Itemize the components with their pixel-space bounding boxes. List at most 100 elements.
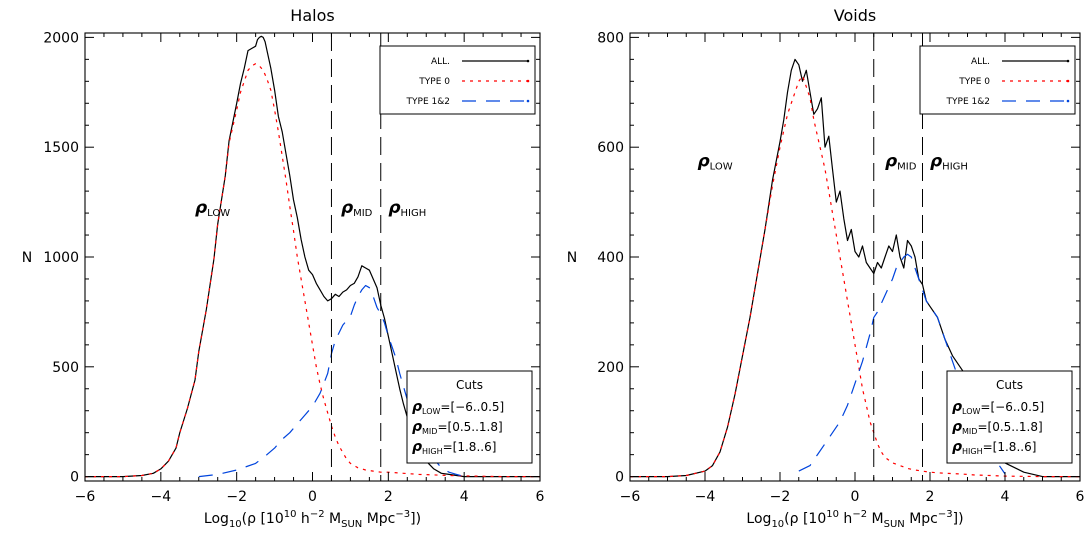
region-label-mid: ρMID: [341, 198, 373, 219]
region-label-sub: HIGH: [942, 161, 968, 172]
cuts-row-high: ρHIGH=[1.8..6]: [952, 439, 1036, 456]
x-label-part: M: [325, 511, 342, 527]
x-label-sub: 10: [771, 519, 784, 530]
region-label-symbol: ρ: [341, 198, 353, 218]
x-tick-label: 2: [384, 489, 393, 505]
x-label-part: Mpc: [362, 511, 395, 527]
cuts-row-value: =[−6..0.5]: [440, 400, 504, 414]
legend-swatch-marker: [526, 79, 530, 83]
x-tick-label: 2: [926, 489, 935, 505]
x-tick-label: −2: [226, 489, 247, 505]
region-label-mid: ρMID: [885, 151, 917, 172]
cuts-row-symbol: ρ: [412, 399, 422, 415]
y-axis-label: N: [22, 250, 32, 266]
y-tick-label: 0: [615, 470, 624, 486]
x-label-part: Log: [746, 511, 771, 527]
cuts-row-symbol: ρ: [952, 399, 962, 415]
cuts-row-value: =[0.5..1.8]: [977, 420, 1042, 434]
legend: ALL. TYPE 0 TYPE 1&2: [379, 45, 536, 115]
legend-box: [919, 45, 1076, 115]
cuts-row-value: =[−6..0.5]: [980, 400, 1044, 414]
cuts-row-sub: HIGH: [962, 447, 983, 456]
cuts-row-value: =[1.8..6]: [983, 440, 1037, 454]
x-label-sup: −2: [852, 509, 867, 520]
cuts-row-value: =[0.5..1.8]: [437, 420, 502, 434]
x-tick-label: −2: [770, 489, 791, 505]
x-label-sup: 10: [284, 509, 297, 520]
region-label-low: ρLOW: [698, 151, 733, 172]
x-label-part: M: [867, 511, 884, 527]
cuts-row-sub: LOW: [422, 407, 440, 416]
x-tick-label: 0: [851, 489, 860, 505]
cuts-box: CutsρLOW=[−6..0.5]ρMID=[0.5..1.8]ρHIGH=[…: [406, 370, 533, 464]
series-line-type-0: [630, 75, 1080, 478]
x-tick-label: 0: [308, 489, 317, 505]
legend-label: TYPE 1&2: [946, 97, 990, 107]
region-label-high: ρHIGH: [388, 198, 426, 219]
region-label-sub: MID: [897, 161, 917, 172]
x-label-sup: −3: [938, 509, 953, 520]
legend-label: ALL.: [431, 57, 450, 67]
cuts-row-low: ρLOW=[−6..0.5]: [412, 399, 504, 416]
x-label-part: Log: [204, 511, 229, 527]
x-label-sub: SUN: [884, 519, 905, 530]
cuts-row-high: ρHIGH=[1.8..6]: [412, 439, 496, 456]
x-label-sup: −3: [395, 509, 410, 520]
y-tick-label: 0: [70, 470, 79, 486]
region-label-sub: LOW: [207, 208, 230, 219]
cuts-box: CutsρLOW=[−6..0.5]ρMID=[0.5..1.8]ρHIGH=[…: [946, 370, 1073, 464]
region-label-symbol: ρ: [698, 151, 710, 171]
x-label-part: ]): [410, 511, 421, 527]
x-label-part: h: [839, 511, 852, 527]
y-axis-label: N: [567, 250, 577, 266]
x-label-sup: 10: [826, 509, 839, 520]
cuts-row-sub: LOW: [962, 407, 980, 416]
x-tick-label: 6: [1076, 489, 1085, 505]
legend-label: TYPE 0: [958, 77, 990, 87]
cuts-row-symbol: ρ: [952, 419, 962, 435]
legend-box: [379, 45, 536, 115]
legend-label: TYPE 1&2: [406, 97, 450, 107]
chart-title: Voids: [834, 6, 876, 25]
cuts-row-low: ρLOW=[−6..0.5]: [952, 399, 1044, 416]
y-tick-label: 2000: [43, 30, 79, 46]
legend-swatch-marker: [1066, 99, 1070, 103]
cuts-row-sub: MID: [422, 427, 437, 436]
x-label-sub: SUN: [341, 519, 362, 530]
legend-swatch-marker: [526, 99, 530, 103]
y-tick-label: 400: [597, 250, 624, 266]
y-tick-label: 1500: [43, 140, 79, 156]
cuts-row-mid: ρMID=[0.5..1.8]: [412, 419, 503, 436]
x-label-sub: 10: [229, 519, 242, 530]
x-label-part: ]): [953, 511, 964, 527]
x-label-part: (ρ [10: [242, 511, 284, 527]
region-label-sub: HIGH: [401, 208, 427, 219]
cuts-row-mid: ρMID=[0.5..1.8]: [952, 419, 1043, 436]
cuts-row-symbol: ρ: [952, 439, 962, 455]
legend: ALL. TYPE 0 TYPE 1&2: [919, 45, 1076, 115]
region-label-symbol: ρ: [930, 151, 942, 171]
cuts-row-symbol: ρ: [412, 419, 422, 435]
legend-label: ALL.: [971, 57, 990, 67]
series-line-type-1-2: [198, 284, 465, 478]
x-tick-label: −4: [695, 489, 716, 505]
region-label-symbol: ρ: [388, 198, 400, 218]
cuts-title: Cuts: [456, 378, 483, 392]
cuts-row-value: =[1.8..6]: [443, 440, 497, 454]
cuts-row-symbol: ρ: [412, 439, 422, 455]
chart-title: Halos: [290, 6, 334, 25]
x-label-part: (ρ [10: [784, 511, 826, 527]
region-label-symbol: ρ: [885, 151, 897, 171]
cuts-box-frame: [406, 370, 533, 464]
y-tick-label: 600: [597, 140, 624, 156]
x-tick-label: 4: [1001, 489, 1010, 505]
y-tick-label: 500: [52, 360, 79, 376]
legend-label: TYPE 0: [418, 77, 450, 87]
x-axis-label: Log10(ρ [1010 h−2 MSUN Mpc−3]): [746, 509, 963, 530]
x-tick-label: −6: [620, 489, 641, 505]
region-label-sub: LOW: [710, 161, 733, 172]
x-tick-label: 4: [460, 489, 469, 505]
cuts-title: Cuts: [996, 378, 1023, 392]
